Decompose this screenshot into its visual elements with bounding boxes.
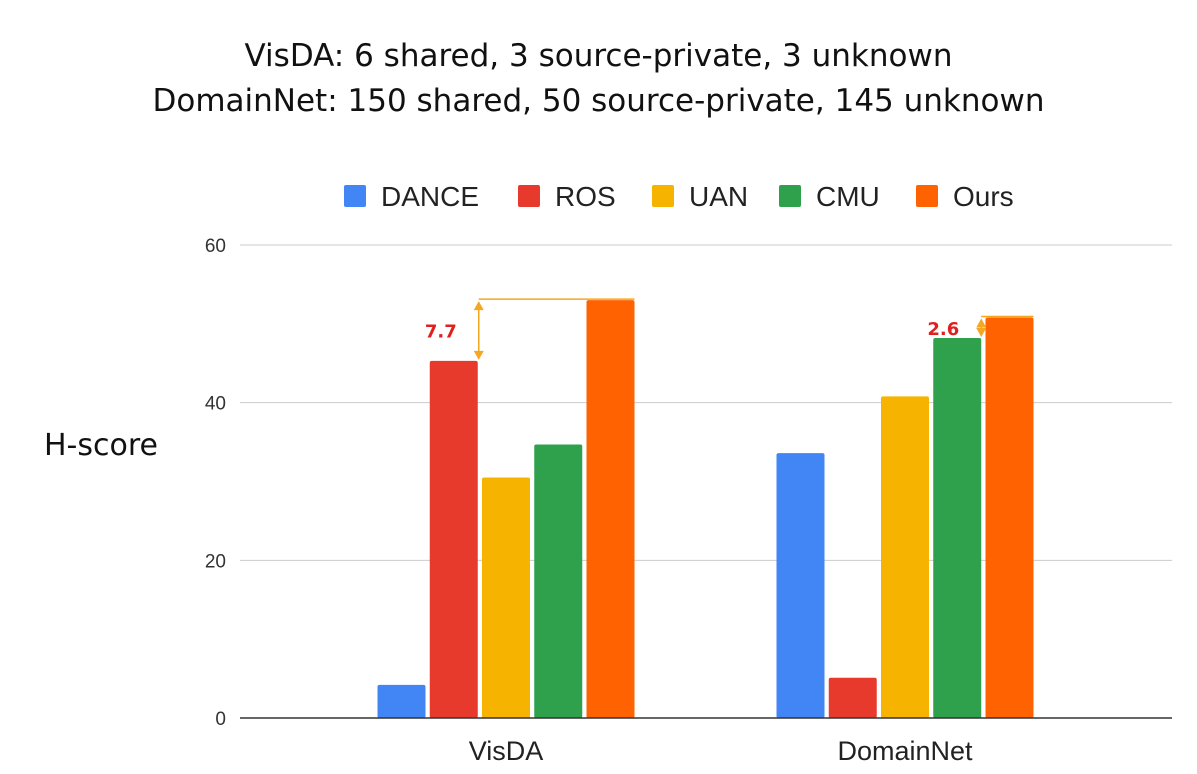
bar-ros-domainnet [828, 677, 877, 718]
y-tick-label: 0 [215, 709, 226, 730]
bar-dance-visda [377, 684, 426, 718]
bar-ours-domainnet [985, 317, 1034, 718]
chart-title-line-1: VisDA: 6 shared, 3 source-private, 3 unk… [244, 38, 953, 74]
annotation-arrowhead-down [473, 350, 484, 360]
bar-uan-visda [482, 477, 530, 718]
bar-uan-domainnet [881, 396, 929, 718]
x-category-label: VisDA [469, 736, 544, 766]
legend-swatch-cmu [779, 185, 801, 207]
y-axis-label: H-score [44, 428, 158, 463]
legend: DANCE ROS UAN CMU Ours [344, 181, 1014, 212]
annotation-arrowhead-up [976, 318, 987, 328]
y-tick-label: 20 [205, 551, 226, 572]
annotation-arrowhead-up [473, 301, 484, 311]
annotation-arrowhead-down [976, 328, 987, 338]
legend-label-ours: Ours [953, 181, 1014, 212]
legend-label-uan: UAN [689, 181, 748, 212]
x-category-label: DomainNet [837, 736, 973, 766]
legend-swatch-ros [518, 185, 540, 207]
bar-ros-visda [429, 360, 478, 718]
legend-label-dance: DANCE [381, 181, 479, 212]
axes: 0 20 40 60 VisDA DomainNet [205, 236, 1172, 766]
chart-title-line-2: DomainNet: 150 shared, 50 source-private… [152, 83, 1045, 119]
y-tick-label: 60 [205, 236, 226, 257]
legend-swatch-dance [344, 185, 366, 207]
annotation-label: 7.7 [425, 322, 457, 343]
annotation-label: 2.6 [927, 319, 959, 340]
legend-label-cmu: CMU [816, 181, 880, 212]
legend-swatch-uan [652, 185, 674, 207]
legend-label-ros: ROS [555, 181, 616, 212]
bars [377, 300, 1034, 718]
bar-dance-domainnet [776, 453, 825, 718]
annotations: 7.7 2.6 [425, 298, 1034, 360]
bar-ours-visda [586, 300, 635, 718]
bar-cmu-visda [534, 444, 583, 718]
legend-swatch-ours [916, 185, 938, 207]
y-tick-label: 40 [205, 394, 226, 415]
bar-cmu-domainnet [933, 338, 982, 718]
